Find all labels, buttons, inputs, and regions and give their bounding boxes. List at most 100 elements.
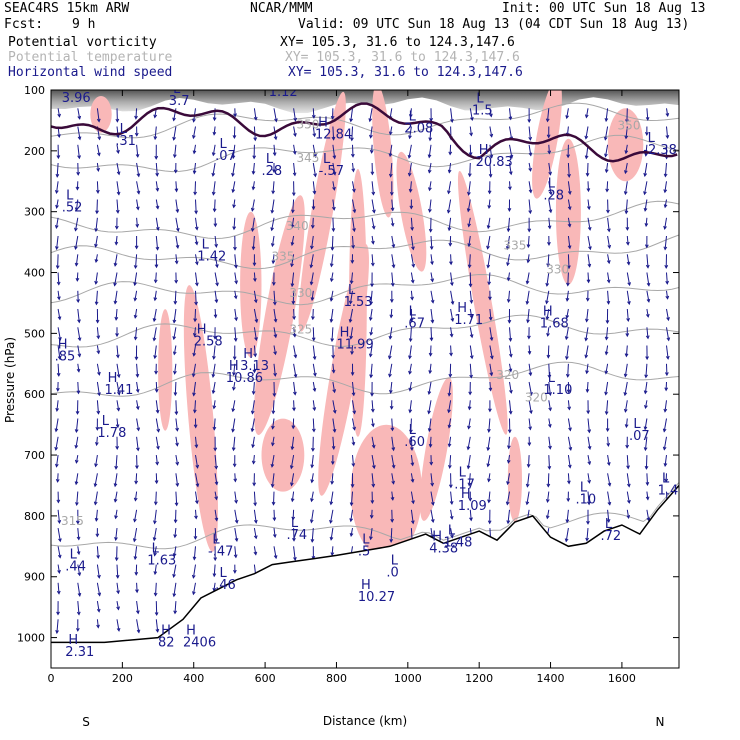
wind-vector [666,308,670,322]
wind-vector [567,400,572,411]
pv-extremum-value: 1.78 [97,426,126,441]
wind-vector [292,381,297,396]
pv-low-label: L1.12 [269,90,298,100]
wind-vector [606,254,611,265]
wind-vector [212,126,217,136]
wind-vector [645,345,649,361]
wind-vector [528,144,533,157]
theta-label: 325 [289,322,312,336]
wind-vector [116,162,121,176]
wind-vector [96,381,101,397]
pv-low-label: L1.46 [658,472,679,499]
pv-shading-region [261,418,305,492]
wind-vector [270,473,275,488]
wind-vector [212,400,217,410]
wind-vector [329,491,334,506]
wind-vector [155,217,160,231]
wind-vector [567,436,573,452]
wind-vector [508,108,513,121]
wind-vector [487,473,491,483]
wind-vector [585,308,589,323]
wind-vector [134,126,139,137]
wind-vector [232,381,236,391]
wind-vector [113,473,118,488]
theta-label: 335 [503,238,526,252]
pv-low-label: L.07 [215,137,236,164]
wind-vector [77,144,81,160]
wind-vector [175,418,179,432]
wind-vector [273,363,277,377]
y-tick-label: 600 [24,388,45,401]
wind-vector [311,418,316,433]
wind-vector [450,290,455,306]
wind-vector [253,345,258,358]
wind-vector [528,126,533,141]
wind-vector [567,473,571,485]
wind-vector [153,126,158,141]
wind-vector [56,582,61,595]
wind-vector [546,254,551,268]
wind-vector [352,400,357,415]
wind-vector [232,199,236,209]
wind-vector [155,619,160,633]
pv-high-label: H2.58 [194,323,223,350]
wind-vector [488,308,493,321]
wind-vector [427,381,432,396]
wind-vector [448,144,453,156]
wind-vector [94,254,99,263]
wind-vector [270,199,275,214]
pv-shading-region [90,96,112,133]
wind-vector [624,162,628,175]
pv-shading-region [183,285,218,552]
pv-extremum-letter: L [291,516,299,531]
wind-vector [466,455,471,470]
wind-vector [271,418,275,430]
wind-vector [606,272,611,284]
wind-vector [348,308,353,324]
pv-shading-region [254,195,305,435]
wind-vector [116,400,121,412]
wind-vector [194,235,199,246]
wind-vector [175,455,180,466]
wind-vector [211,363,216,378]
pv-high-label: H10.27 [358,578,395,605]
wind-vector [273,345,277,356]
pv-extremum-letter: L [605,517,613,532]
wind-vector [213,436,218,452]
wind-vector [55,162,60,178]
wind-vector [606,509,611,524]
wind-vector [508,363,513,373]
wind-vector [585,162,590,177]
wind-vector [369,144,374,154]
wind-vector [330,546,335,557]
wind-vector [95,418,100,431]
wind-vector [428,126,433,142]
pv-extremum-letter: L [266,152,274,167]
wind-vector [152,528,157,542]
y-tick-label: 400 [24,267,45,280]
wind-vector [351,455,356,468]
wind-vector [407,162,412,177]
wind-vector [134,345,139,361]
wind-vector [116,144,120,155]
pv-extremum-letter: H [58,338,68,353]
pv-extremum-value: 20.83 [476,155,513,170]
wind-vector [192,144,197,155]
wind-vector [231,400,236,413]
wind-vector [449,509,454,520]
pv-extremum-letter: H [340,326,350,341]
wind-vector [489,108,493,118]
wind-vector [76,363,81,373]
wind-vector [548,436,552,450]
wind-vector [371,455,376,470]
wind-vector [428,217,433,233]
pv-extremum-value: 2.58 [194,335,223,350]
y-tick-label: 700 [24,449,45,462]
wind-vector [391,254,396,269]
wind-vector [664,254,669,269]
wind-vector [77,582,82,597]
wind-vector [525,272,530,285]
wind-vector [173,363,177,375]
wind-vector [252,144,257,160]
wind-vector [447,436,452,448]
